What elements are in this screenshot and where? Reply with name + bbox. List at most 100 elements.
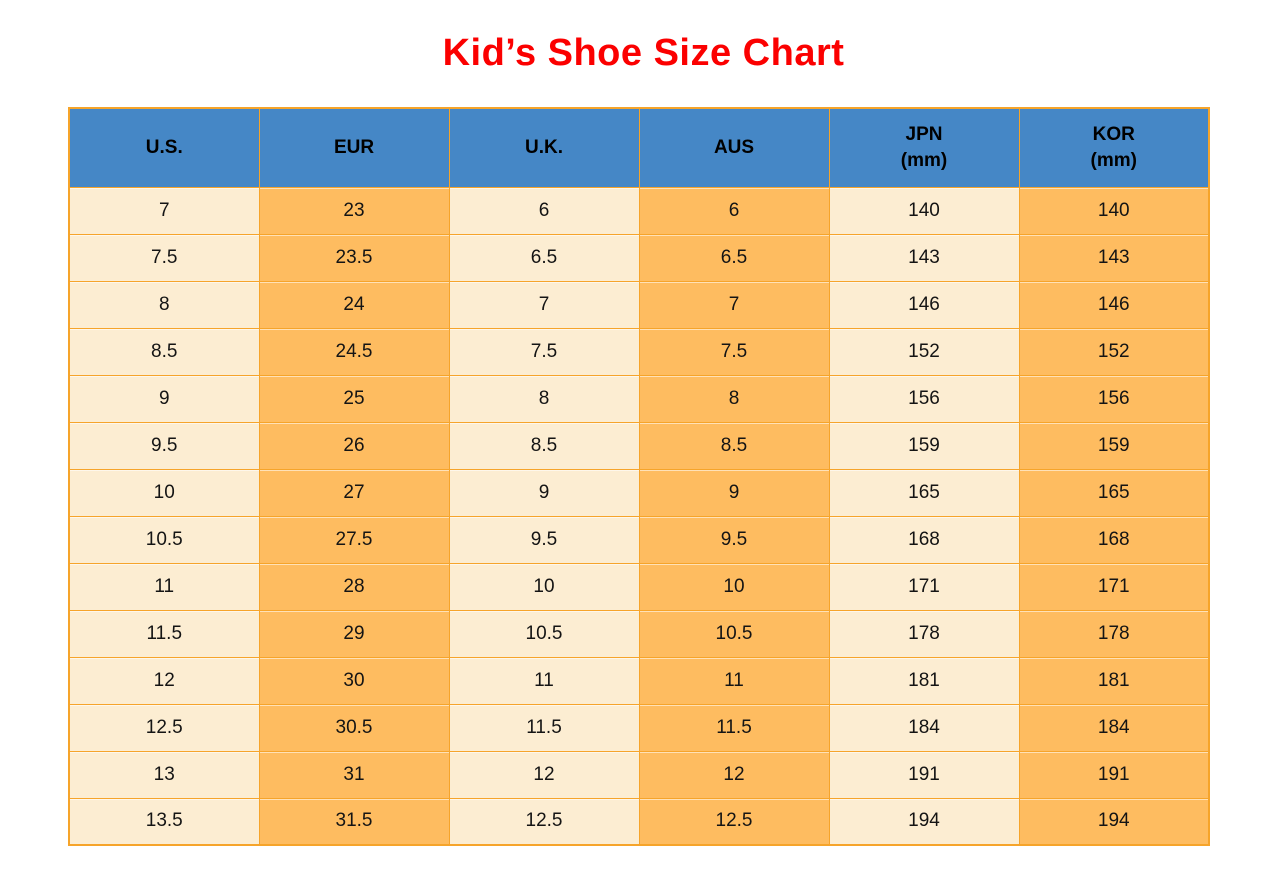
- table-cell: 8: [448, 374, 640, 423]
- table-cell: 184: [1018, 703, 1210, 752]
- table-cell: 30: [258, 656, 450, 705]
- table-cell: 140: [828, 186, 1020, 235]
- column-header-line: KOR: [1092, 123, 1135, 145]
- column-header-uk: U.K.: [448, 107, 640, 188]
- table-row: 13 31 12 12 191 191: [68, 750, 1210, 799]
- column-header-line: U.S.: [145, 136, 183, 158]
- table-cell: 146: [1018, 280, 1210, 329]
- shoe-size-table: U.S. EUR U.K. AUS JPN (mm) KOR (mm) 7 23 6 6 140 140…: [68, 107, 1210, 846]
- table-row: 10.5 27.5 9.5 9.5 168 168: [68, 515, 1210, 564]
- table-cell: 9.5: [68, 421, 260, 470]
- table-cell: 152: [1018, 327, 1210, 376]
- table-cell: 10.5: [68, 515, 260, 564]
- table-cell: 9: [638, 468, 830, 517]
- table-cell: 12: [448, 750, 640, 799]
- table-cell: 181: [1018, 656, 1210, 705]
- table-row: 7.5 23.5 6.5 6.5 143 143: [68, 233, 1210, 282]
- table-cell: 11: [448, 656, 640, 705]
- table-cell: 191: [1018, 750, 1210, 799]
- table-cell: 12.5: [638, 797, 830, 846]
- table-cell: 140: [1018, 186, 1210, 235]
- table-cell: 8.5: [68, 327, 260, 376]
- table-cell: 143: [828, 233, 1020, 282]
- table-cell: 7.5: [448, 327, 640, 376]
- table-row: 10 27 9 9 165 165: [68, 468, 1210, 517]
- table-cell: 146: [828, 280, 1020, 329]
- table-cell: 7: [638, 280, 830, 329]
- table-cell: 7: [68, 186, 260, 235]
- table-cell: 178: [1018, 609, 1210, 658]
- table-cell: 13.5: [68, 797, 260, 846]
- table-cell: 12: [638, 750, 830, 799]
- table-row: 13.5 31.5 12.5 12.5 194 194: [68, 797, 1210, 846]
- table-cell: 31: [258, 750, 450, 799]
- table-cell: 6.5: [448, 233, 640, 282]
- table-cell: 26: [258, 421, 450, 470]
- column-header-line: AUS: [713, 136, 755, 158]
- table-row: 11.5 29 10.5 10.5 178 178: [68, 609, 1210, 658]
- table-cell: 9.5: [638, 515, 830, 564]
- table-row: 9 25 8 8 156 156: [68, 374, 1210, 423]
- table-row: 8 24 7 7 146 146: [68, 280, 1210, 329]
- table-cell: 159: [1018, 421, 1210, 470]
- table-cell: 159: [828, 421, 1020, 470]
- table-cell: 194: [1018, 797, 1210, 846]
- table-cell: 10: [638, 562, 830, 611]
- table-cell: 8: [68, 280, 260, 329]
- table-cell: 31.5: [258, 797, 450, 846]
- table-cell: 23: [258, 186, 450, 235]
- page-title: Kid’s Shoe Size Chart: [442, 32, 845, 74]
- table-cell: 165: [828, 468, 1020, 517]
- table-row: 9.5 26 8.5 8.5 159 159: [68, 421, 1210, 470]
- table-header-row: U.S. EUR U.K. AUS JPN (mm) KOR (mm): [68, 107, 1210, 188]
- table-cell: 8: [638, 374, 830, 423]
- table-cell: 25: [258, 374, 450, 423]
- table-cell: 9: [68, 374, 260, 423]
- table-cell: 24: [258, 280, 450, 329]
- table-body: 7 23 6 6 140 140 7.5 23.5 6.5 6.5 143 143 8 24 7 7 146 14…: [68, 186, 1210, 846]
- table-cell: 27: [258, 468, 450, 517]
- table-header: U.S. EUR U.K. AUS JPN (mm) KOR (mm): [68, 107, 1210, 188]
- table-cell: 24.5: [258, 327, 450, 376]
- table-cell: 171: [828, 562, 1020, 611]
- table-row: 11 28 10 10 171 171: [68, 562, 1210, 611]
- column-header-line: JPN: [905, 123, 943, 145]
- table-cell: 27.5: [258, 515, 450, 564]
- table-row: 8.5 24.5 7.5 7.5 152 152: [68, 327, 1210, 376]
- column-header-line: (mm): [900, 149, 948, 171]
- table-cell: 184: [828, 703, 1020, 752]
- table-row: 12.5 30.5 11.5 11.5 184 184: [68, 703, 1210, 752]
- table-cell: 10: [448, 562, 640, 611]
- table-cell: 168: [1018, 515, 1210, 564]
- column-header-line: U.K.: [525, 136, 563, 158]
- table-cell: 29: [258, 609, 450, 658]
- table-cell: 181: [828, 656, 1020, 705]
- column-header-kormm: KOR (mm): [1018, 107, 1210, 188]
- table-cell: 165: [1018, 468, 1210, 517]
- table-cell: 11.5: [448, 703, 640, 752]
- table-cell: 6: [448, 186, 640, 235]
- column-header-aus: AUS: [638, 107, 830, 188]
- table-cell: 9.5: [448, 515, 640, 564]
- table-cell: 6: [638, 186, 830, 235]
- table-cell: 7.5: [68, 233, 260, 282]
- table-cell: 11: [68, 562, 260, 611]
- table-cell: 171: [1018, 562, 1210, 611]
- table-cell: 11: [638, 656, 830, 705]
- table-cell: 28: [258, 562, 450, 611]
- table-cell: 23.5: [258, 233, 450, 282]
- table-cell: 8.5: [448, 421, 640, 470]
- table-cell: 156: [828, 374, 1020, 423]
- table-cell: 11.5: [68, 609, 260, 658]
- table-cell: 152: [828, 327, 1020, 376]
- table-cell: 194: [828, 797, 1020, 846]
- column-header-line: EUR: [333, 136, 375, 158]
- table-row: 7 23 6 6 140 140: [68, 186, 1210, 235]
- table-cell: 6.5: [638, 233, 830, 282]
- table-cell: 13: [68, 750, 260, 799]
- table-cell: 143: [1018, 233, 1210, 282]
- table-cell: 8.5: [638, 421, 830, 470]
- table-cell: 30.5: [258, 703, 450, 752]
- table-cell: 12.5: [448, 797, 640, 846]
